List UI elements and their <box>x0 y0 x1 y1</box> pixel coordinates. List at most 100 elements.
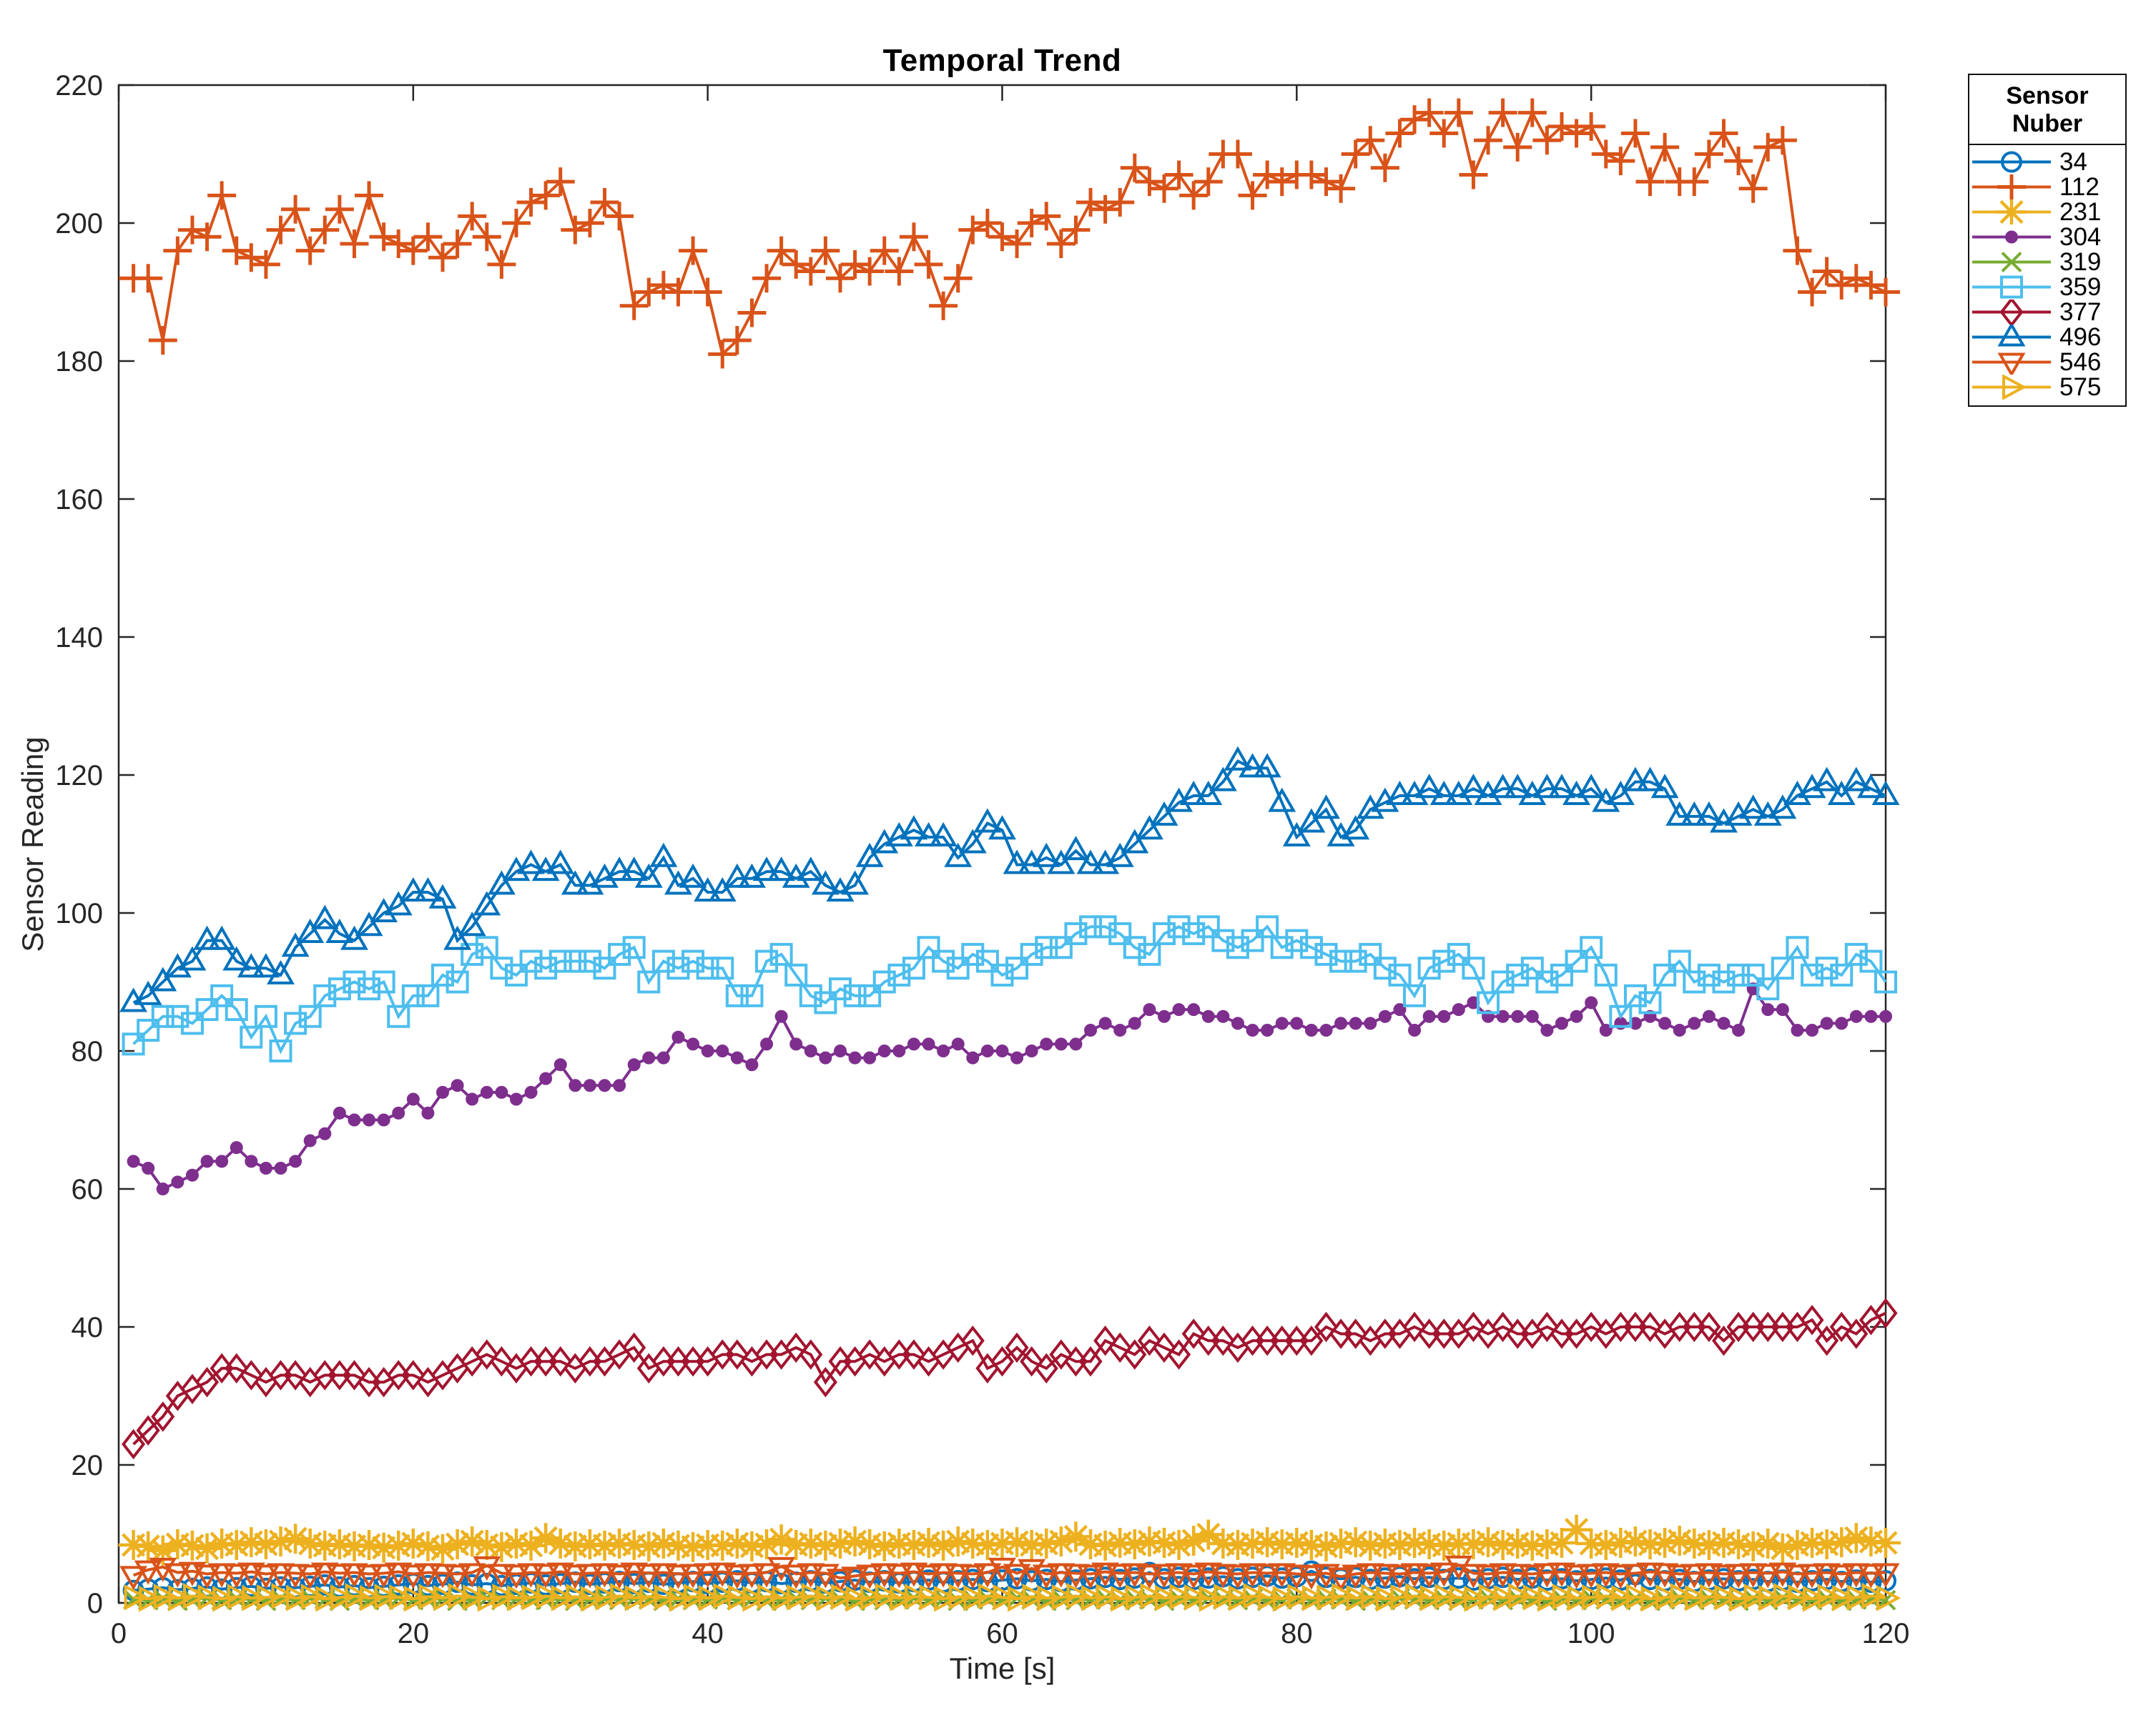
y-tick-label: 160 <box>55 484 103 515</box>
point-marker <box>289 1155 302 1168</box>
triangle-right-marker <box>389 1584 414 1611</box>
point-marker <box>156 1183 169 1195</box>
triangle-down-marker <box>531 1564 560 1589</box>
asterisk-marker <box>1767 1533 1798 1564</box>
series-496 <box>119 746 1900 1012</box>
plus-marker <box>369 222 398 252</box>
square-marker <box>298 1004 322 1028</box>
triangle-right-marker <box>1140 1583 1165 1609</box>
triangle-right-marker <box>506 1584 532 1611</box>
square-marker <box>696 957 719 980</box>
square-marker <box>1108 922 1132 945</box>
triangle-right-marker <box>669 1585 694 1612</box>
triangle-right-legend-icon <box>1972 375 2051 400</box>
point-marker <box>1879 1009 1892 1023</box>
square-marker <box>784 963 808 987</box>
point-marker <box>745 1058 759 1072</box>
triangle-down-marker <box>281 1564 310 1589</box>
triangle-down-marker <box>708 1562 737 1587</box>
triangle-right-marker <box>684 1583 709 1610</box>
square-marker <box>313 984 337 1007</box>
legend-label: 496 <box>2059 323 2102 351</box>
circle-marker <box>1462 1569 1485 1591</box>
triangle-down-marker <box>237 1562 265 1587</box>
point-marker <box>568 1079 582 1092</box>
point-marker <box>1849 1009 1863 1023</box>
diamond-marker <box>813 1366 837 1398</box>
triangle-right-marker <box>242 1584 267 1611</box>
point-marker <box>421 1106 435 1120</box>
series-575 <box>124 1583 1901 1612</box>
plus-marker <box>1753 132 1783 162</box>
triangle-right-marker <box>345 1583 370 1609</box>
asterisk-marker <box>221 1529 252 1560</box>
triangle-right-marker <box>595 1584 620 1611</box>
asterisk-marker <box>265 1526 296 1557</box>
asterisk-marker <box>177 1530 207 1561</box>
triangle-up-marker <box>149 967 177 992</box>
plus-marker <box>767 236 796 265</box>
triangle-right-marker <box>433 1584 458 1611</box>
triangle-down-marker <box>1326 1567 1355 1592</box>
point-marker <box>1187 1003 1201 1017</box>
y-tick-label: 140 <box>55 622 103 653</box>
triangle-up-marker <box>413 877 442 902</box>
triangle-right-marker <box>168 1584 193 1611</box>
triangle-right-marker <box>904 1583 930 1610</box>
point-marker <box>980 1045 994 1057</box>
square-marker <box>1801 963 1824 987</box>
triangle-down-marker <box>1592 1563 1620 1588</box>
asterisk-marker <box>457 1526 488 1557</box>
square-marker <box>1535 970 1559 994</box>
asterisk-marker <box>825 1529 855 1559</box>
triangle-down-marker <box>1415 1564 1444 1589</box>
triangle-right-marker <box>477 1585 503 1612</box>
triangle-down-marker <box>1062 1564 1090 1589</box>
square-marker <box>2000 275 2023 299</box>
square-marker <box>210 984 234 1007</box>
plus-marker <box>1474 126 1503 155</box>
triangle-down-marker <box>1047 1563 1075 1588</box>
triangle-up-marker <box>1856 774 1885 799</box>
triangle-down-marker <box>1342 1564 1370 1589</box>
point-marker <box>848 1051 862 1065</box>
diamond-marker <box>1402 1311 1427 1343</box>
triangle-down-marker <box>664 1564 692 1589</box>
triangle-down-marker <box>1106 1564 1134 1589</box>
square-marker <box>387 1004 410 1028</box>
diamond-marker <box>1344 1318 1368 1349</box>
triangle-right-marker <box>1655 1584 1680 1611</box>
triangle-up-marker <box>458 912 486 937</box>
plus-marker <box>1488 98 1517 127</box>
plus-marker <box>575 209 604 237</box>
square-marker <box>975 949 999 973</box>
point-marker <box>1702 1009 1716 1023</box>
triangle-right-marker <box>934 1585 959 1612</box>
triangle-down-marker <box>487 1564 516 1589</box>
point-marker <box>892 1045 906 1057</box>
x-legend-icon <box>1972 252 2051 272</box>
plus-marker <box>546 167 575 197</box>
square-marker <box>725 984 749 1007</box>
legend-title: Sensor Nuber <box>1969 75 2125 145</box>
plus-marker <box>1385 119 1414 148</box>
triangle-up-marker <box>929 821 958 846</box>
triangle-right-marker <box>1846 1584 1872 1611</box>
point-marker <box>1010 1051 1024 1065</box>
triangle-down-marker <box>163 1563 192 1588</box>
triangle-up-marker <box>811 870 840 895</box>
plus-marker <box>634 277 664 307</box>
triangle-down-marker <box>1606 1564 1635 1589</box>
asterisk-marker <box>678 1531 709 1562</box>
square-marker <box>637 970 661 994</box>
triangle-up-marker <box>252 953 280 978</box>
asterisk-marker <box>1384 1529 1415 1560</box>
triangle-down-marker <box>443 1564 472 1589</box>
point-marker <box>819 1051 832 1065</box>
triangle-down-marker <box>1562 1564 1591 1589</box>
square-marker <box>1550 963 1573 987</box>
triangle-up-marker <box>1532 774 1561 799</box>
square-marker <box>578 949 601 973</box>
diamond-marker <box>239 1360 263 1391</box>
triangle-right-marker <box>1493 1584 1518 1611</box>
